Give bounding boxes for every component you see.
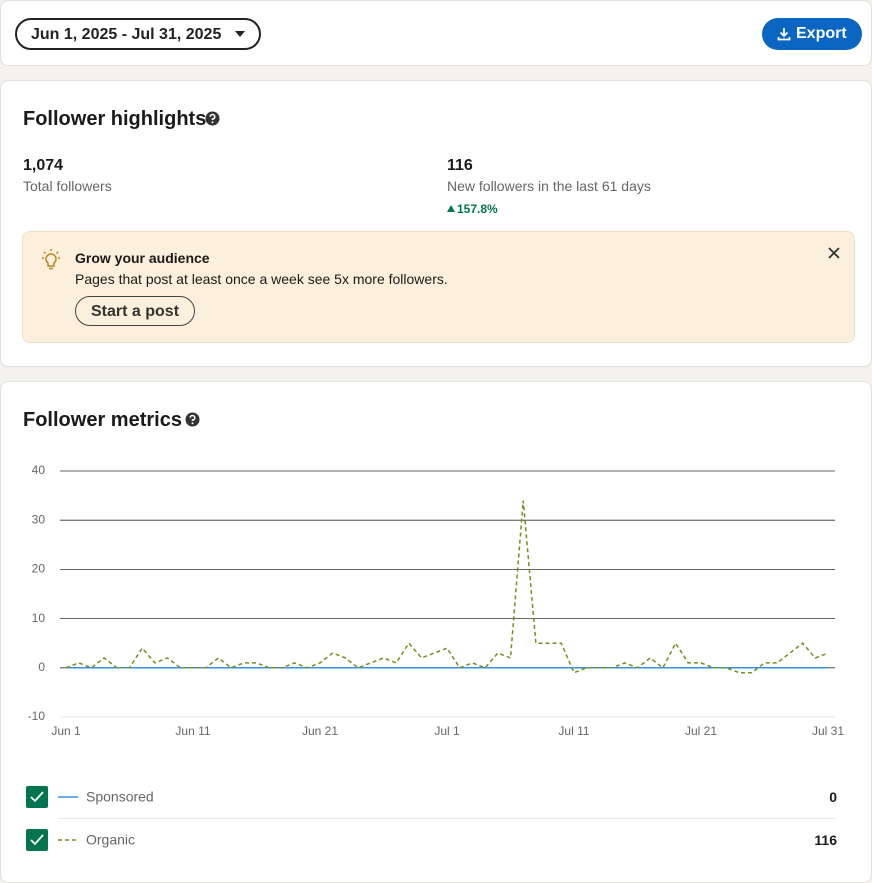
metrics-card: Follower metrics Sponsored 0 Organic 116 — [0, 381, 872, 883]
x-tick-label: Jun 11 — [175, 724, 210, 738]
highlights-card: Follower highlights 1,074 Total follower… — [0, 80, 872, 367]
legend-total: 0 — [829, 789, 837, 805]
export-label: Export — [796, 25, 847, 42]
banner: Grow your audience Pages that post at le… — [22, 231, 855, 343]
y-tick-label: 40 — [32, 463, 46, 477]
y-tick-label: 20 — [32, 562, 46, 576]
download-icon — [777, 28, 791, 41]
checkbox — [26, 829, 48, 851]
stat-change: 157.8% — [457, 202, 498, 216]
section-title: Follower metrics — [23, 409, 182, 431]
help-icon[interactable] — [185, 412, 200, 427]
y-tick-label: 30 — [32, 512, 46, 526]
export-button[interactable]: Export — [762, 18, 862, 50]
caret — [235, 31, 245, 37]
y-tick-label: 0 — [38, 660, 45, 674]
x-tick-label: Jun 1 — [51, 724, 81, 738]
help-icon[interactable] — [205, 111, 220, 126]
check — [30, 834, 44, 846]
up-arrow — [447, 205, 455, 212]
date-range: Jun 1, 2025 - Jul 31, 2025 — [31, 26, 222, 43]
legend-label: Sponsored — [86, 789, 154, 805]
x-tick-label: Jul 1 — [434, 724, 460, 738]
bulb-icon — [42, 249, 60, 270]
x-tick-label: Jul 21 — [685, 724, 717, 738]
banner-text: Pages that post at least once a week see… — [75, 271, 448, 287]
banner-title: Grow your audience — [75, 250, 210, 266]
button-label: Start a post — [91, 303, 180, 320]
close-icon[interactable] — [827, 246, 841, 260]
section-title: Follower highlights — [23, 108, 207, 130]
separator — [58, 818, 836, 819]
date-range-button[interactable]: Jun 1, 2025 - Jul 31, 2025 — [15, 18, 261, 50]
start-post-button[interactable]: Start a post — [75, 296, 195, 326]
checkbox — [26, 786, 48, 808]
legend-label: Organic — [86, 832, 135, 848]
stat-value: 116 — [447, 157, 473, 174]
y-tick-label: -10 — [28, 709, 46, 723]
legend-item[interactable]: Sponsored — [25, 785, 205, 811]
chart: -10 0 10 20 30 40 Jun 1 Jun 11 Jun 21 Jul 1 Jul 11… — [28, 463, 845, 738]
toolbar: Jun 1, 2025 - Jul 31, 2025 Export — [0, 0, 872, 66]
stat-label: Total followers — [23, 178, 112, 194]
y-tick-label: 10 — [32, 611, 46, 625]
check — [30, 791, 44, 803]
stat-label: New followers in the last 61 days — [447, 178, 651, 194]
x-tick-label: Jul 11 — [558, 724, 589, 738]
legend-item[interactable]: Organic — [25, 828, 205, 854]
stat-value: 1,074 — [23, 157, 64, 174]
x-tick-label: Jun 21 — [302, 724, 338, 738]
x-tick-label: Jul 31 — [812, 724, 844, 738]
line-series — [65, 500, 829, 674]
legend-total: 116 — [814, 832, 837, 848]
